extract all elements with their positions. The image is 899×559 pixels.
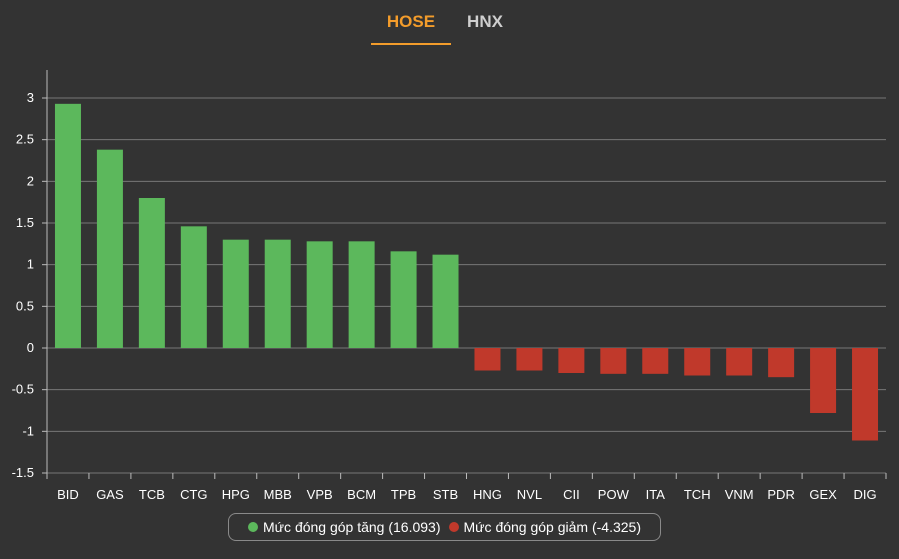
bar-pdr[interactable] — [768, 348, 795, 378]
x-tick-label: VNM — [725, 487, 754, 502]
legend-increase-label: Mức đóng góp tăng (16.093) — [263, 519, 441, 535]
active-tab-underline — [371, 43, 451, 45]
bar-nvl[interactable] — [516, 348, 543, 371]
legend-item-increase[interactable]: Mức đóng góp tăng (16.093) — [248, 519, 441, 535]
x-tick-label: TCB — [139, 487, 165, 502]
x-tick-label: ITA — [646, 487, 666, 502]
bar-tpb[interactable] — [390, 251, 417, 348]
bar-tch[interactable] — [684, 348, 711, 376]
x-tick-label: GEX — [809, 487, 837, 502]
x-tick-label: BID — [57, 487, 79, 502]
contribution-bar-chart: 3 2.5 2 1.5 1 0.5 0 -0.5 -1 -1.5 BID GAS TCB CTG HPG MB… — [12, 70, 887, 502]
y-tick-label: 0 — [27, 340, 34, 355]
bar-dig[interactable] — [852, 348, 879, 441]
bar-bid[interactable] — [54, 103, 81, 348]
x-tick-label: BCM — [347, 487, 376, 502]
legend-item-decrease[interactable]: Mức đóng góp giảm (-4.325) — [448, 519, 641, 535]
bar-ctg[interactable] — [180, 226, 207, 348]
x-tick-label: CII — [563, 487, 580, 502]
y-tick-label: 1 — [27, 257, 34, 272]
bar-gex[interactable] — [810, 348, 837, 413]
exchange-tabs: HOSE HNX — [0, 0, 899, 48]
x-tick-label: DIG — [853, 487, 876, 502]
x-tick-label: TPB — [391, 487, 416, 502]
x-tick-label: GAS — [96, 487, 124, 502]
bar-tcb[interactable] — [138, 198, 165, 348]
y-tick-label: -0.5 — [12, 382, 34, 397]
tab-hnx[interactable]: HNX — [467, 12, 503, 31]
x-tick-label: VPB — [307, 487, 333, 502]
bar-ita[interactable] — [642, 348, 669, 374]
legend-decrease-dot — [448, 522, 459, 532]
bar-mbb[interactable] — [264, 239, 291, 348]
x-tick-label: STB — [433, 487, 458, 502]
x-tick-label: MBB — [264, 487, 292, 502]
y-tick-label: 2.5 — [16, 132, 34, 147]
bar-gas[interactable] — [96, 149, 123, 348]
bar-vpb[interactable] — [306, 241, 333, 348]
bar-hpg[interactable] — [222, 239, 249, 348]
bar-vnm[interactable] — [726, 348, 753, 376]
x-tick-label: TCH — [684, 487, 711, 502]
legend-increase-dot — [248, 522, 259, 532]
tab-hose[interactable]: HOSE — [386, 12, 436, 31]
x-tick-label: POW — [598, 487, 630, 502]
chart-legend: Mức đóng góp tăng (16.093) Mức đóng góp … — [228, 513, 661, 541]
x-tick-label: PDR — [767, 487, 794, 502]
y-tick-label: 2 — [27, 173, 34, 188]
x-tick-label: HPG — [222, 487, 250, 502]
x-tick-label: NVL — [517, 487, 542, 502]
y-tick-label: 3 — [27, 90, 34, 105]
x-tick-label: HNG — [473, 487, 502, 502]
bar-pow[interactable] — [600, 348, 627, 374]
y-tick-label: -1.5 — [12, 465, 34, 480]
y-tick-label: 0.5 — [16, 298, 34, 313]
bar-hng[interactable] — [474, 348, 501, 371]
y-tick-label: 1.5 — [16, 215, 34, 230]
bar-stb[interactable] — [432, 254, 459, 348]
x-tick-label: CTG — [180, 487, 207, 502]
legend-decrease-label: Mức đóng góp giảm (-4.325) — [463, 519, 641, 535]
y-tick-label: -1 — [22, 423, 34, 438]
bar-cii[interactable] — [558, 348, 585, 373]
bar-bcm[interactable] — [348, 241, 375, 348]
